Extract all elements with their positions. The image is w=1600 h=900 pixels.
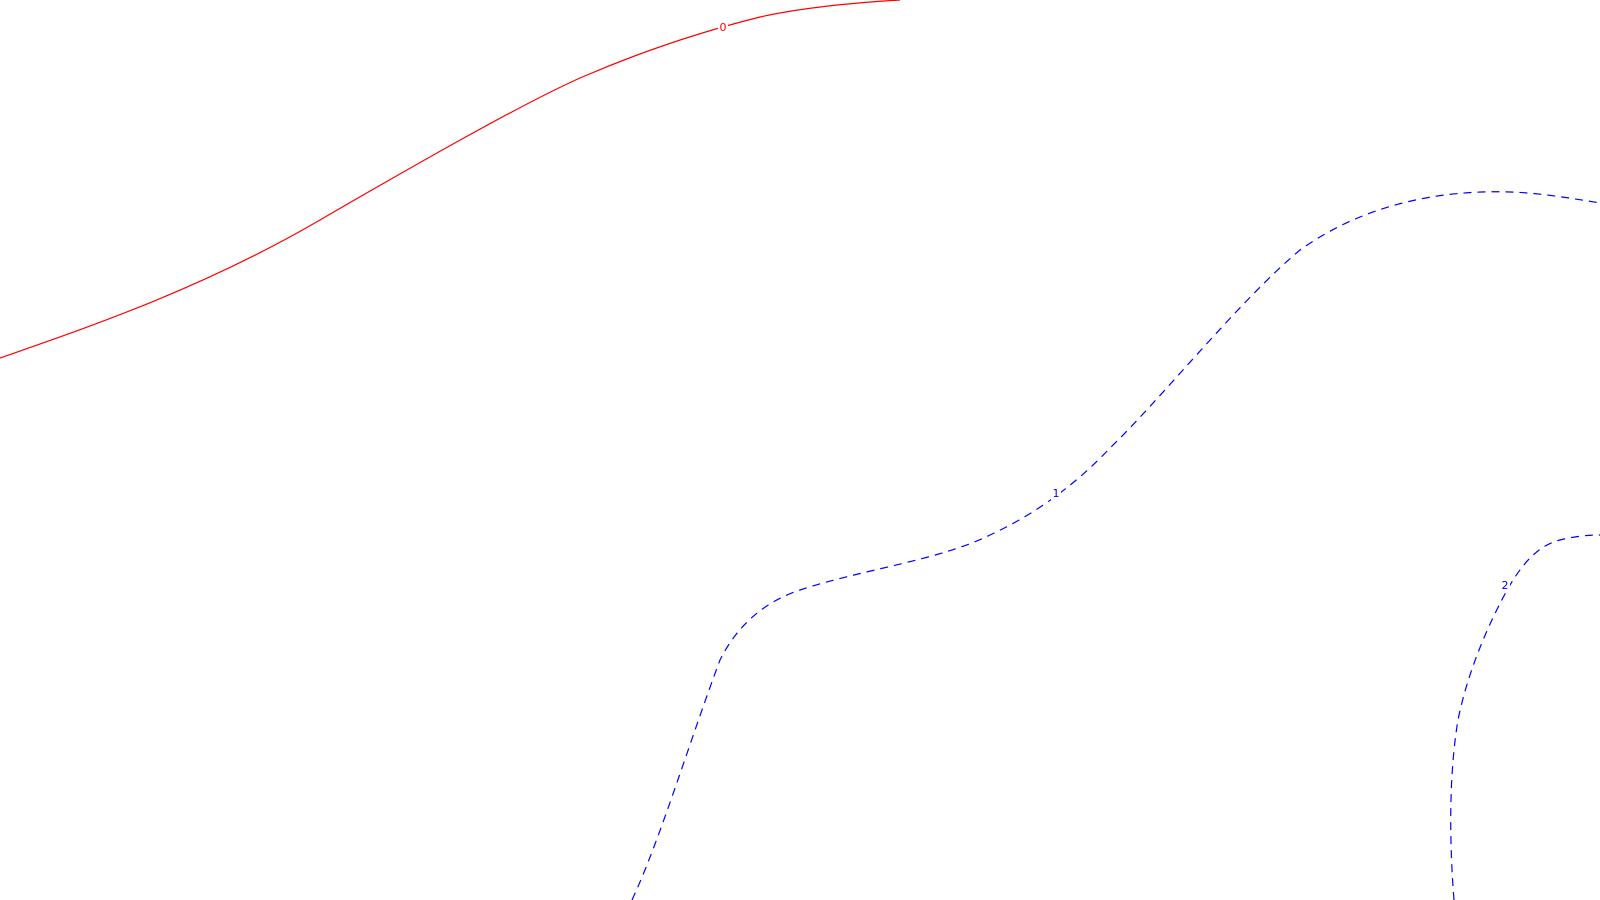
contour-line-2 xyxy=(1450,534,1600,900)
contour-label-2: 2 xyxy=(1502,579,1509,592)
contour-label-0: 0 xyxy=(720,21,727,34)
contour-line-0 xyxy=(0,0,901,359)
contour-label-1: 1 xyxy=(1053,487,1060,500)
contour-label-1-bg xyxy=(1051,486,1061,500)
contour-line-1 xyxy=(631,191,1600,900)
contour-label-2-bg xyxy=(1500,578,1510,592)
contour-label-0-bg xyxy=(718,20,728,34)
